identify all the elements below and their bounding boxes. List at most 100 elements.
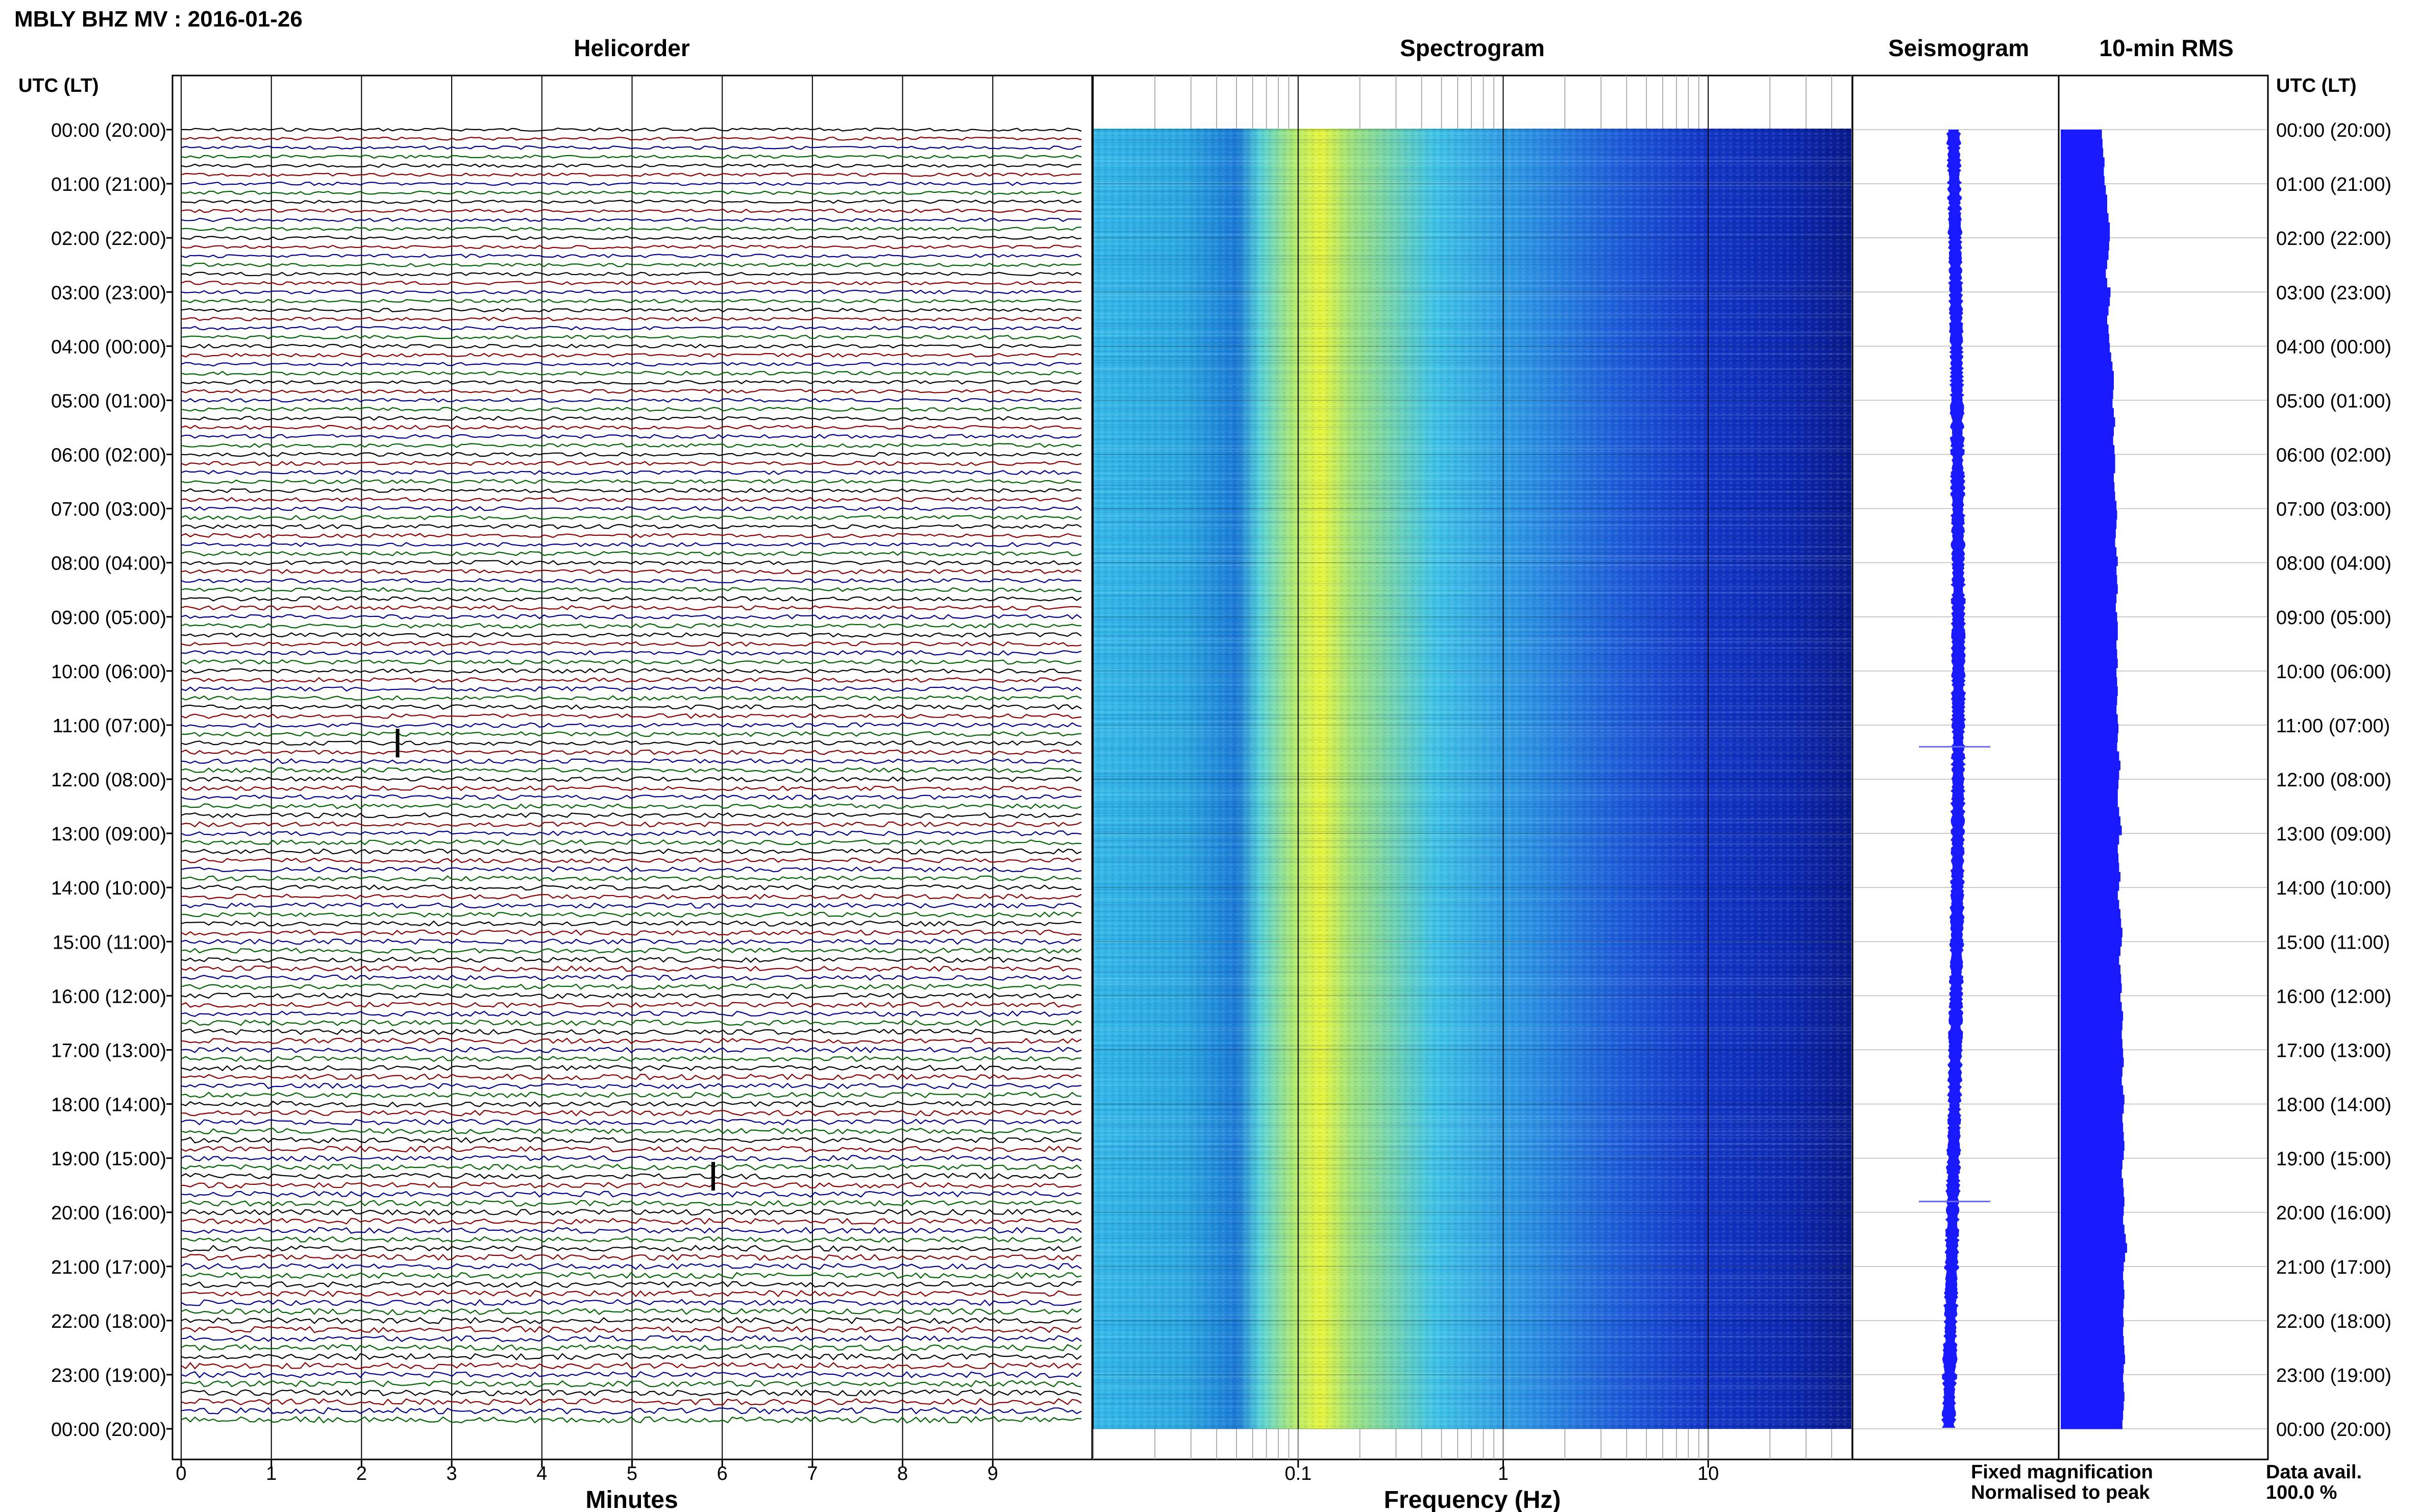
rms-bar	[2061, 278, 2107, 288]
helicorder-trace	[181, 217, 1081, 222]
spectrogram-streak	[1093, 359, 1852, 361]
spectrogram-streak	[1093, 668, 1852, 670]
spectrogram-streak	[1093, 206, 1852, 208]
spectrogram-streak	[1093, 356, 1852, 358]
spectrogram-streak	[1093, 1161, 1852, 1163]
spectrogram-streak	[1093, 1412, 1852, 1414]
rms-bar	[2061, 983, 2122, 993]
spectrogram-streak	[1093, 390, 1852, 391]
time-label-left: 11:00 (07:00)	[53, 715, 166, 737]
rms-bar	[2061, 1206, 2124, 1216]
helicorder-trace	[181, 884, 1082, 891]
helicorder-trace	[181, 731, 1082, 737]
spectrogram-streak	[1093, 855, 1852, 857]
spectrogram-streak	[1093, 1033, 1852, 1034]
frequency-tick-label: 10	[1697, 1463, 1719, 1484]
helicorder-trace	[181, 1272, 1082, 1279]
rms-bar	[2061, 798, 2118, 808]
spectrogram-streak	[1093, 626, 1852, 627]
spectrogram-streak	[1093, 353, 1852, 355]
spectrogram-streak	[1093, 766, 1852, 768]
rms-bar	[2061, 1382, 2124, 1392]
helicorder-trace	[181, 983, 1082, 990]
spectrogram-streak	[1093, 972, 1852, 973]
spectrogram-streak	[1093, 1201, 1852, 1203]
rms-bar	[2061, 1085, 2124, 1095]
spectrogram-streak	[1093, 525, 1852, 526]
helicorder-trace	[181, 596, 1082, 602]
rms-bar	[2061, 1308, 2124, 1318]
spectrogram-streak	[1093, 1042, 1852, 1044]
rms-bar	[2061, 649, 2117, 659]
time-label-left: 19:00 (15:00)	[51, 1149, 166, 1170]
rms-bar	[2061, 501, 2117, 511]
rms-bar	[2061, 241, 2109, 251]
rms-bar	[2061, 454, 2115, 464]
spectrogram-streak	[1093, 1164, 1852, 1166]
rms-bar	[2061, 751, 2119, 761]
spectrogram-streak	[1093, 1367, 1852, 1368]
spectrogram-streak	[1093, 632, 1852, 633]
helicorder-trace	[181, 1200, 1082, 1207]
spectrogram-streak	[1093, 953, 1852, 955]
rms-bar	[2061, 213, 2109, 223]
spectrogram-streak	[1093, 1419, 1852, 1420]
spectrogram-texture	[1093, 129, 1852, 1429]
helicorder-trace	[181, 407, 1082, 412]
spectrogram-streak	[1093, 194, 1852, 195]
rms-bar	[2061, 1039, 2122, 1049]
rms-bar	[2061, 194, 2107, 205]
spectrogram-streak	[1093, 733, 1852, 734]
rms-bar	[2061, 1159, 2122, 1170]
spectrogram-streak	[1093, 779, 1852, 780]
spectrogram-streak	[1093, 944, 1852, 946]
spectrogram-streak	[1093, 200, 1852, 202]
helicorder-trace	[181, 461, 1082, 466]
helicorder-trace	[181, 659, 1082, 665]
spectrogram-streak	[1093, 696, 1852, 698]
helicorder-trace	[181, 1109, 1082, 1117]
spectrogram-streak	[1093, 479, 1852, 480]
helicorder-trace	[181, 578, 1082, 584]
rms-bar	[2061, 974, 2121, 984]
spectrogram-streak	[1093, 1048, 1852, 1050]
spectrogram-streak	[1093, 1253, 1852, 1255]
spectrogram-streak	[1093, 1119, 1852, 1120]
minute-tick-label: 2	[356, 1463, 367, 1484]
rms-bar	[2061, 1345, 2125, 1355]
spectrogram-streak	[1093, 886, 1852, 887]
spectrogram-streak	[1093, 656, 1852, 658]
helicorder-trace	[181, 1064, 1082, 1072]
spectrogram-streak	[1093, 494, 1852, 495]
rms-bar	[2061, 658, 2118, 668]
spectrogram-streak	[1093, 280, 1852, 281]
spectrogram-streak	[1093, 427, 1852, 428]
rms-bar	[2061, 445, 2115, 455]
helicorder-trace	[181, 1353, 1082, 1360]
spectrogram-streak	[1093, 1195, 1852, 1197]
rms-bar	[2061, 399, 2113, 409]
spectrogram-streak	[1093, 1168, 1852, 1169]
spectrogram-streak	[1093, 864, 1852, 866]
helicorder-trace	[181, 704, 1082, 710]
rms-bars	[2061, 130, 2127, 1429]
spectrogram-streak	[1093, 941, 1852, 943]
minute-tick-label: 7	[807, 1463, 818, 1484]
time-label-left: 13:00 (09:00)	[51, 824, 166, 845]
spectrogram-streak	[1093, 1112, 1852, 1114]
rms-bar	[2061, 964, 2120, 975]
spectrogram-streak	[1093, 139, 1852, 140]
spectrogram-streak	[1093, 1256, 1852, 1258]
spectrogram-streak	[1093, 1149, 1852, 1151]
helicorder-trace	[181, 938, 1082, 945]
time-label-right: 13:00 (09:00)	[2276, 824, 2391, 845]
time-label-left: 10:00 (06:00)	[51, 661, 166, 683]
helicorder-trace	[181, 127, 1082, 132]
spectrogram-streak	[1093, 488, 1852, 489]
helicorder-trace	[181, 839, 1082, 846]
spectrogram-streak	[1093, 1039, 1852, 1040]
rms-bar	[2061, 1150, 2124, 1160]
rms-bar	[2061, 352, 2111, 362]
spectrogram-streak	[1093, 987, 1852, 988]
helicorder-trace	[181, 641, 1082, 647]
